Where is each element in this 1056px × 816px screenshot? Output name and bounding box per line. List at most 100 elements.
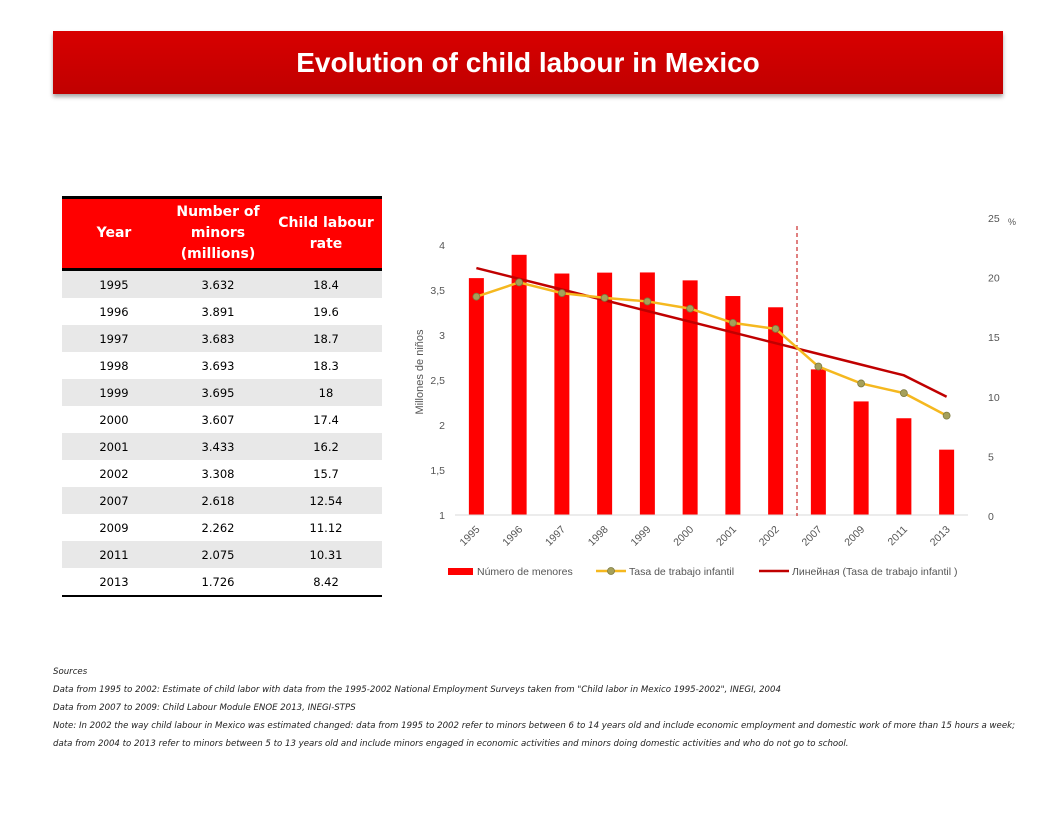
- cell-year: 1999: [62, 379, 166, 406]
- bar: [768, 307, 784, 515]
- bar: [853, 401, 869, 515]
- bar: [725, 296, 741, 515]
- x-tick-label: 1999: [628, 524, 653, 549]
- cell-year: 2007: [62, 487, 166, 514]
- bar: [639, 272, 655, 515]
- page-title: Evolution of child labour in Mexico: [296, 46, 760, 78]
- cell-rate: 12.54: [270, 487, 382, 514]
- cell-minors: 3.891: [166, 298, 270, 325]
- data-table: Year Number of minors (millions) Child l…: [62, 196, 382, 597]
- rate-point: [557, 289, 566, 297]
- table-row: 2001 3.433 16.2: [62, 433, 382, 460]
- table-row: 2009 2.262 11.12: [62, 514, 382, 541]
- x-tick-label: 2013: [928, 524, 953, 549]
- rate-point: [472, 292, 481, 301]
- y-tick-label: 2: [439, 420, 445, 432]
- table-row: 2002 3.308 15.7: [62, 460, 382, 487]
- rate-point: [600, 293, 609, 302]
- cell-rate: 18.7: [270, 325, 382, 352]
- x-tick-label: 1995: [457, 524, 482, 549]
- y-tick-label: 3,5: [430, 285, 445, 297]
- cell-rate: 8.42: [270, 568, 382, 597]
- x-tick-label: 2011: [886, 524, 911, 549]
- rate-point: [857, 379, 866, 388]
- cell-minors: 3.695: [166, 379, 270, 406]
- cell-rate: 16.2: [270, 433, 382, 460]
- bar: [468, 278, 484, 515]
- cell-minors: 3.607: [166, 406, 270, 433]
- x-tick-label: 2009: [842, 524, 867, 549]
- table-row: 1996 3.891 19.6: [62, 298, 382, 325]
- bar: [810, 369, 826, 515]
- cell-minors: 1.726: [166, 568, 270, 597]
- rate-point: [686, 304, 695, 313]
- bar: [939, 449, 955, 515]
- rate-point: [515, 278, 524, 287]
- cell-minors: 2.075: [166, 541, 270, 568]
- rate-line: [475, 281, 948, 417]
- cell-minors: 2.618: [166, 487, 270, 514]
- rate-point: [728, 318, 737, 327]
- x-tick-label: 2001: [714, 524, 739, 549]
- cell-rate: 18: [270, 379, 382, 406]
- table-row: 2007 2.618 12.54: [62, 487, 382, 514]
- cell-year: 1997: [62, 325, 166, 352]
- table-row: 2011 2.075 10.31: [62, 541, 382, 568]
- header-year: Year: [62, 196, 166, 271]
- rate-point: [771, 324, 780, 333]
- cell-year: 1998: [62, 352, 166, 379]
- cell-rate: 10.31: [270, 541, 382, 568]
- trendline: [476, 266, 948, 398]
- sources-note: Note: In 2002 the way child labour in Me…: [53, 721, 1015, 749]
- bar: [511, 254, 527, 515]
- y2-axis-label: %: [1008, 217, 1016, 227]
- sources-heading: Sources: [53, 667, 88, 677]
- x-tick-label: 1997: [543, 524, 568, 549]
- y2-tick-label: 0: [988, 511, 994, 523]
- cell-rate: 18.3: [270, 352, 382, 379]
- cell-year: 2002: [62, 460, 166, 487]
- table-row: 1998 3.693 18.3: [62, 352, 382, 379]
- bar: [682, 280, 698, 515]
- cell-year: 2013: [62, 568, 166, 597]
- cell-minors: 3.632: [166, 269, 270, 298]
- cell-minors: 3.308: [166, 460, 270, 487]
- x-tick-label: 1996: [500, 524, 525, 549]
- x-tick-label: 2002: [757, 524, 782, 549]
- cell-rate: 19.6: [270, 298, 382, 325]
- cell-minors: 3.693: [166, 352, 270, 379]
- y-axis-label: Millones de niños: [414, 329, 426, 414]
- y2-tick-label: 25: [988, 213, 1000, 225]
- table-row: 1997 3.683 18.7: [62, 325, 382, 352]
- y-tick-label: 2,5: [430, 375, 445, 387]
- cell-minors: 3.683: [166, 325, 270, 352]
- table-row: 1999 3.695 18: [62, 379, 382, 406]
- cell-minors: 2.262: [166, 514, 270, 541]
- rate-point: [814, 362, 823, 371]
- table-row: 2013 1.726 8.42: [62, 568, 382, 597]
- cell-minors: 3.433: [166, 433, 270, 460]
- bar: [896, 418, 912, 515]
- y-tick-label: 1: [439, 510, 445, 522]
- x-tick-label: 1998: [586, 524, 611, 549]
- y-tick-label: 4: [439, 240, 445, 252]
- y-tick-label: 1,5: [430, 465, 445, 477]
- legend-label-trend: Линейная (Tasa de trabajo infantil ): [792, 566, 957, 578]
- cell-year: 2011: [62, 541, 166, 568]
- header-rate: Child labour rate: [270, 196, 382, 271]
- y2-tick-label: 5: [988, 451, 994, 463]
- cell-year: 2009: [62, 514, 166, 541]
- sources-block: Sources Data from 1995 to 2002: Estimate…: [53, 663, 1015, 753]
- y2-tick-label: 15: [988, 332, 1000, 344]
- legend-swatch-bars: [448, 568, 473, 575]
- bar: [597, 272, 613, 515]
- y-tick-label: 3: [439, 330, 445, 342]
- cell-year: 2000: [62, 406, 166, 433]
- y2-tick-label: 20: [988, 273, 1000, 285]
- table-row: 2000 3.607 17.4: [62, 406, 382, 433]
- rate-point: [643, 297, 652, 306]
- cell-year: 1996: [62, 298, 166, 325]
- y2-tick-label: 10: [988, 392, 1000, 404]
- legend-swatch-point: [607, 567, 615, 575]
